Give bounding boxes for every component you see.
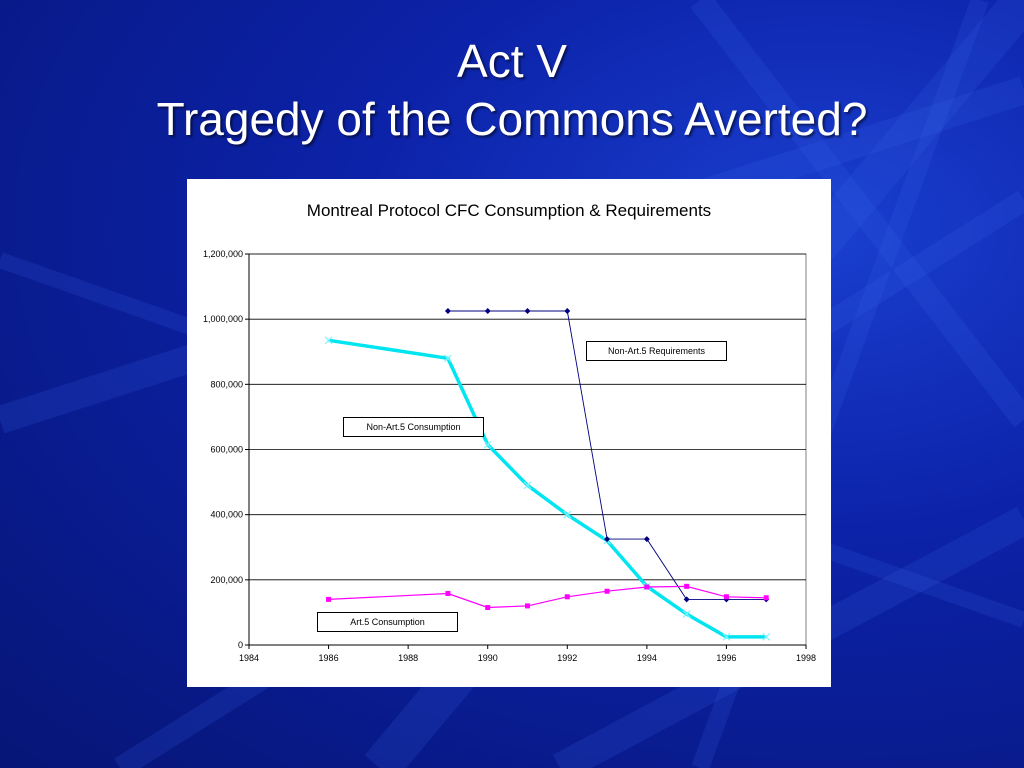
data-point	[604, 588, 610, 594]
data-point	[643, 536, 650, 543]
slide-title-line-1: Act V	[457, 35, 567, 87]
x-tick-label: 1984	[239, 653, 259, 663]
slide-title: Act V Tragedy of the Commons Averted?	[0, 32, 1024, 148]
data-point	[564, 308, 571, 315]
y-tick-label: 600,000	[210, 445, 243, 455]
data-point	[485, 605, 491, 611]
x-tick-label: 1992	[557, 653, 577, 663]
series-line-0	[328, 338, 767, 639]
x-tick-label: 1986	[319, 653, 339, 663]
data-point	[444, 354, 452, 363]
data-point	[564, 594, 570, 600]
data-point	[684, 583, 690, 589]
data-point	[483, 440, 492, 449]
annotation-art5-consumption: Art.5 Consumption	[317, 612, 458, 632]
annotation-non-art5-requirements: Non-Art.5 Requirements	[586, 341, 727, 361]
data-point	[682, 610, 691, 618]
x-tick-label: 1994	[637, 653, 657, 663]
annotation-non-art5-consumption: Non-Art.5 Consumption	[343, 417, 484, 437]
chart-title: Montreal Protocol CFC Consumption & Requ…	[306, 201, 712, 220]
slide-title-line-2: Tragedy of the Commons Averted?	[156, 93, 868, 145]
x-tick-label: 1998	[796, 653, 816, 663]
chart-panel: Montreal Protocol CFC Consumption & Requ…	[187, 179, 831, 687]
y-tick-label: 1,000,000	[203, 314, 243, 324]
data-point	[326, 596, 332, 602]
data-point	[524, 308, 531, 315]
x-tick-label: 1996	[716, 653, 736, 663]
data-point	[563, 510, 572, 519]
series-line-2	[328, 585, 767, 609]
y-tick-label: 0	[238, 640, 243, 650]
data-point	[525, 603, 530, 609]
x-tick-label: 1990	[478, 653, 498, 663]
data-point	[722, 632, 731, 641]
data-point	[324, 336, 333, 345]
x-tick-label: 1988	[398, 653, 418, 663]
y-tick-label: 1,200,000	[203, 249, 243, 259]
y-tick-label: 800,000	[210, 379, 243, 389]
data-point	[484, 308, 491, 315]
data-point	[723, 594, 729, 600]
data-point	[445, 591, 451, 597]
y-tick-label: 200,000	[210, 575, 243, 585]
data-point	[644, 584, 650, 590]
data-point	[763, 595, 769, 601]
y-tick-label: 400,000	[210, 510, 243, 520]
data-point	[723, 596, 730, 603]
line-chart: 0 200,000 400,000 600,000 800,000 1,000,000 1,…	[203, 249, 816, 663]
data-point	[604, 536, 611, 543]
data-point	[444, 308, 451, 315]
data-point	[523, 481, 532, 490]
data-point	[762, 632, 771, 641]
data-point	[683, 596, 690, 603]
